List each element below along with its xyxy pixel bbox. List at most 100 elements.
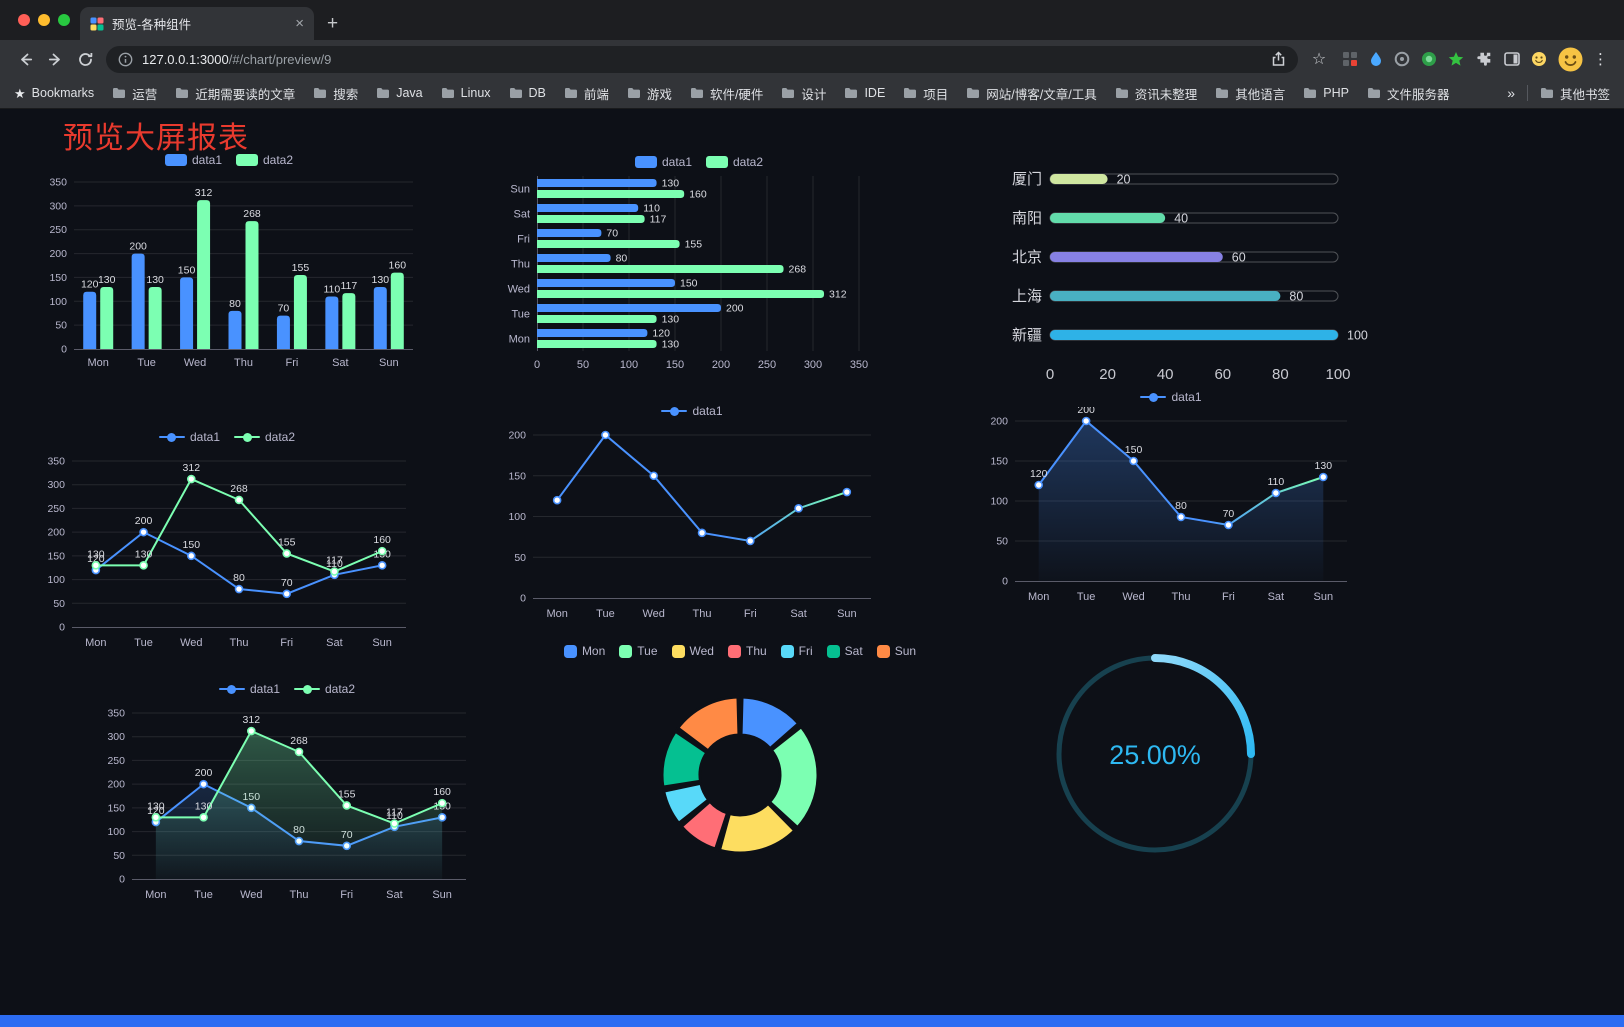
grouped-bar-chart: data1 data2 0 50 100 150 200 250 300 350 Mon Tue Wed…: [40, 150, 418, 375]
bookmark-folder[interactable]: 软件/硬件: [690, 84, 763, 103]
extension-icon-drop[interactable]: [1369, 51, 1383, 67]
close-window-button[interactable]: [18, 14, 30, 26]
svg-text:150: 150: [666, 359, 684, 371]
legend-item[interactable]: data2: [236, 153, 293, 167]
svg-text:80: 80: [233, 572, 245, 584]
address-bar[interactable]: 127.0.0.1:3000/#/chart/preview/9: [106, 45, 1298, 73]
legend-item[interactable]: data1: [218, 682, 280, 696]
bookmark-folder-label: 项目: [923, 87, 949, 102]
svg-text:Fri: Fri: [517, 234, 530, 246]
legend-swatch: [706, 156, 728, 168]
other-bookmarks-folder[interactable]: 其他书签: [1540, 84, 1610, 103]
legend-item[interactable]: Sat: [826, 644, 863, 658]
extension-icon-globe[interactable]: [1421, 51, 1437, 67]
legend-item[interactable]: Mon: [563, 644, 606, 658]
legend-item[interactable]: Wed: [671, 644, 714, 658]
bookmark-folder[interactable]: PHP: [1303, 86, 1349, 100]
bookmark-folder[interactable]: 资讯未整理: [1115, 84, 1197, 103]
zoom-window-button[interactable]: [58, 14, 70, 26]
forward-button[interactable]: [40, 44, 70, 74]
extension-icon-grid[interactable]: [1342, 51, 1358, 67]
legend-item[interactable]: Sun: [876, 644, 916, 658]
svg-text:300: 300: [804, 359, 822, 371]
bookmark-star-icon[interactable]: ☆: [1311, 51, 1327, 68]
svg-text:110: 110: [386, 810, 403, 822]
back-button[interactable]: [10, 44, 40, 74]
legend-item[interactable]: data1: [164, 153, 222, 167]
bookmarks-root-folder[interactable]: ★ Bookmarks: [14, 86, 94, 100]
bookmark-folder[interactable]: 近期需要读的文章: [175, 84, 295, 103]
legend-item[interactable]: data1: [634, 155, 692, 169]
bookmark-folder[interactable]: 其他语言: [1215, 84, 1285, 103]
svg-text:50: 50: [514, 552, 526, 564]
extension-icon-star[interactable]: [1448, 51, 1464, 67]
chart-legend: data1 data2: [38, 427, 416, 447]
bookmark-folder[interactable]: 文件服务器: [1367, 84, 1449, 103]
bookmark-folder[interactable]: 游戏: [627, 84, 672, 103]
sidebar-toggle-icon[interactable]: [1504, 52, 1520, 66]
bookmark-folder[interactable]: Java: [376, 86, 423, 100]
svg-text:50: 50: [577, 359, 589, 371]
svg-text:Tue: Tue: [137, 357, 156, 369]
reload-button[interactable]: [70, 44, 100, 74]
bookmark-folder[interactable]: 项目: [903, 84, 948, 103]
legend-item[interactable]: data1: [661, 404, 723, 418]
folder-icon: [781, 87, 795, 99]
legend-item[interactable]: data1: [1140, 390, 1202, 404]
svg-text:200: 200: [990, 416, 1008, 428]
progress-chart-canvas: 厦门 20 南阳 40 北京 60 上海 80 新疆 100 0 20 40 60 80 100: [1012, 171, 1368, 383]
legend-item[interactable]: Fri: [780, 644, 813, 658]
svg-text:Sun: Sun: [432, 889, 452, 901]
browser-tab[interactable]: 预览-各种组件 ×: [80, 7, 314, 40]
extension-icon-emoji[interactable]: [1531, 51, 1547, 67]
tab-close-icon[interactable]: ×: [295, 15, 304, 32]
svg-text:155: 155: [278, 536, 296, 548]
svg-text:Tue: Tue: [134, 637, 153, 649]
legend-swatch: [164, 154, 187, 166]
bookmark-folder[interactable]: Linux: [441, 86, 491, 100]
svg-text:Wed: Wed: [508, 284, 530, 296]
bookmark-folder[interactable]: 网站/博客/文章/工具: [966, 84, 1097, 103]
bookmark-folder[interactable]: IDE: [844, 86, 885, 100]
folder-icon: [376, 87, 390, 99]
share-icon[interactable]: [1271, 51, 1286, 67]
minimize-window-button[interactable]: [38, 14, 50, 26]
legend-item[interactable]: Tue: [619, 644, 658, 658]
legend-item[interactable]: Thu: [727, 644, 767, 658]
legend-label: Mon: [581, 644, 606, 658]
bookmarks-overflow-icon[interactable]: »: [1507, 85, 1515, 101]
svg-text:Fri: Fri: [744, 608, 757, 620]
site-info-icon[interactable]: [118, 52, 133, 67]
svg-text:60: 60: [1214, 366, 1231, 383]
svg-text:150: 150: [990, 456, 1008, 468]
other-bookmarks-label: 其他书签: [1559, 87, 1610, 102]
new-tab-button[interactable]: +: [327, 13, 339, 34]
legend-item[interactable]: data2: [294, 682, 355, 696]
profile-avatar[interactable]: [1558, 47, 1583, 72]
legend-swatch: [294, 683, 320, 695]
legend-item[interactable]: data2: [706, 155, 763, 169]
folder-icon: [690, 87, 704, 99]
bookmark-folder[interactable]: 搜索: [313, 84, 358, 103]
donut-chart: Mon Tue Wed Thu Fri Sat Sun: [545, 641, 935, 971]
svg-text:0: 0: [534, 359, 540, 371]
bookmark-folder[interactable]: 设计: [781, 84, 826, 103]
extension-icon-puzzle[interactable]: [1475, 50, 1493, 68]
bookmark-folder[interactable]: DB: [509, 86, 546, 100]
svg-text:130: 130: [135, 548, 153, 560]
svg-text:厦门: 厦门: [1012, 171, 1042, 188]
bookmarks-star-icon: ★: [14, 85, 26, 101]
page-content: 预览大屏报表 data1 data2 0 50 100 150 200 250 300 350 Mo…: [0, 109, 1624, 1015]
svg-text:268: 268: [243, 208, 261, 220]
bookmark-folder[interactable]: 运营: [112, 84, 157, 103]
svg-text:120: 120: [1030, 468, 1048, 480]
legend-item[interactable]: data1: [158, 430, 220, 444]
browser-menu-icon[interactable]: ⋮: [1593, 51, 1608, 68]
extension-icon-ring[interactable]: [1394, 51, 1410, 67]
folder-icon: [175, 87, 189, 99]
legend-item[interactable]: data2: [234, 430, 295, 444]
bookmark-folder[interactable]: 前端: [564, 84, 609, 103]
bookmark-folder-label: 搜索: [333, 87, 359, 102]
svg-text:120: 120: [652, 328, 670, 340]
